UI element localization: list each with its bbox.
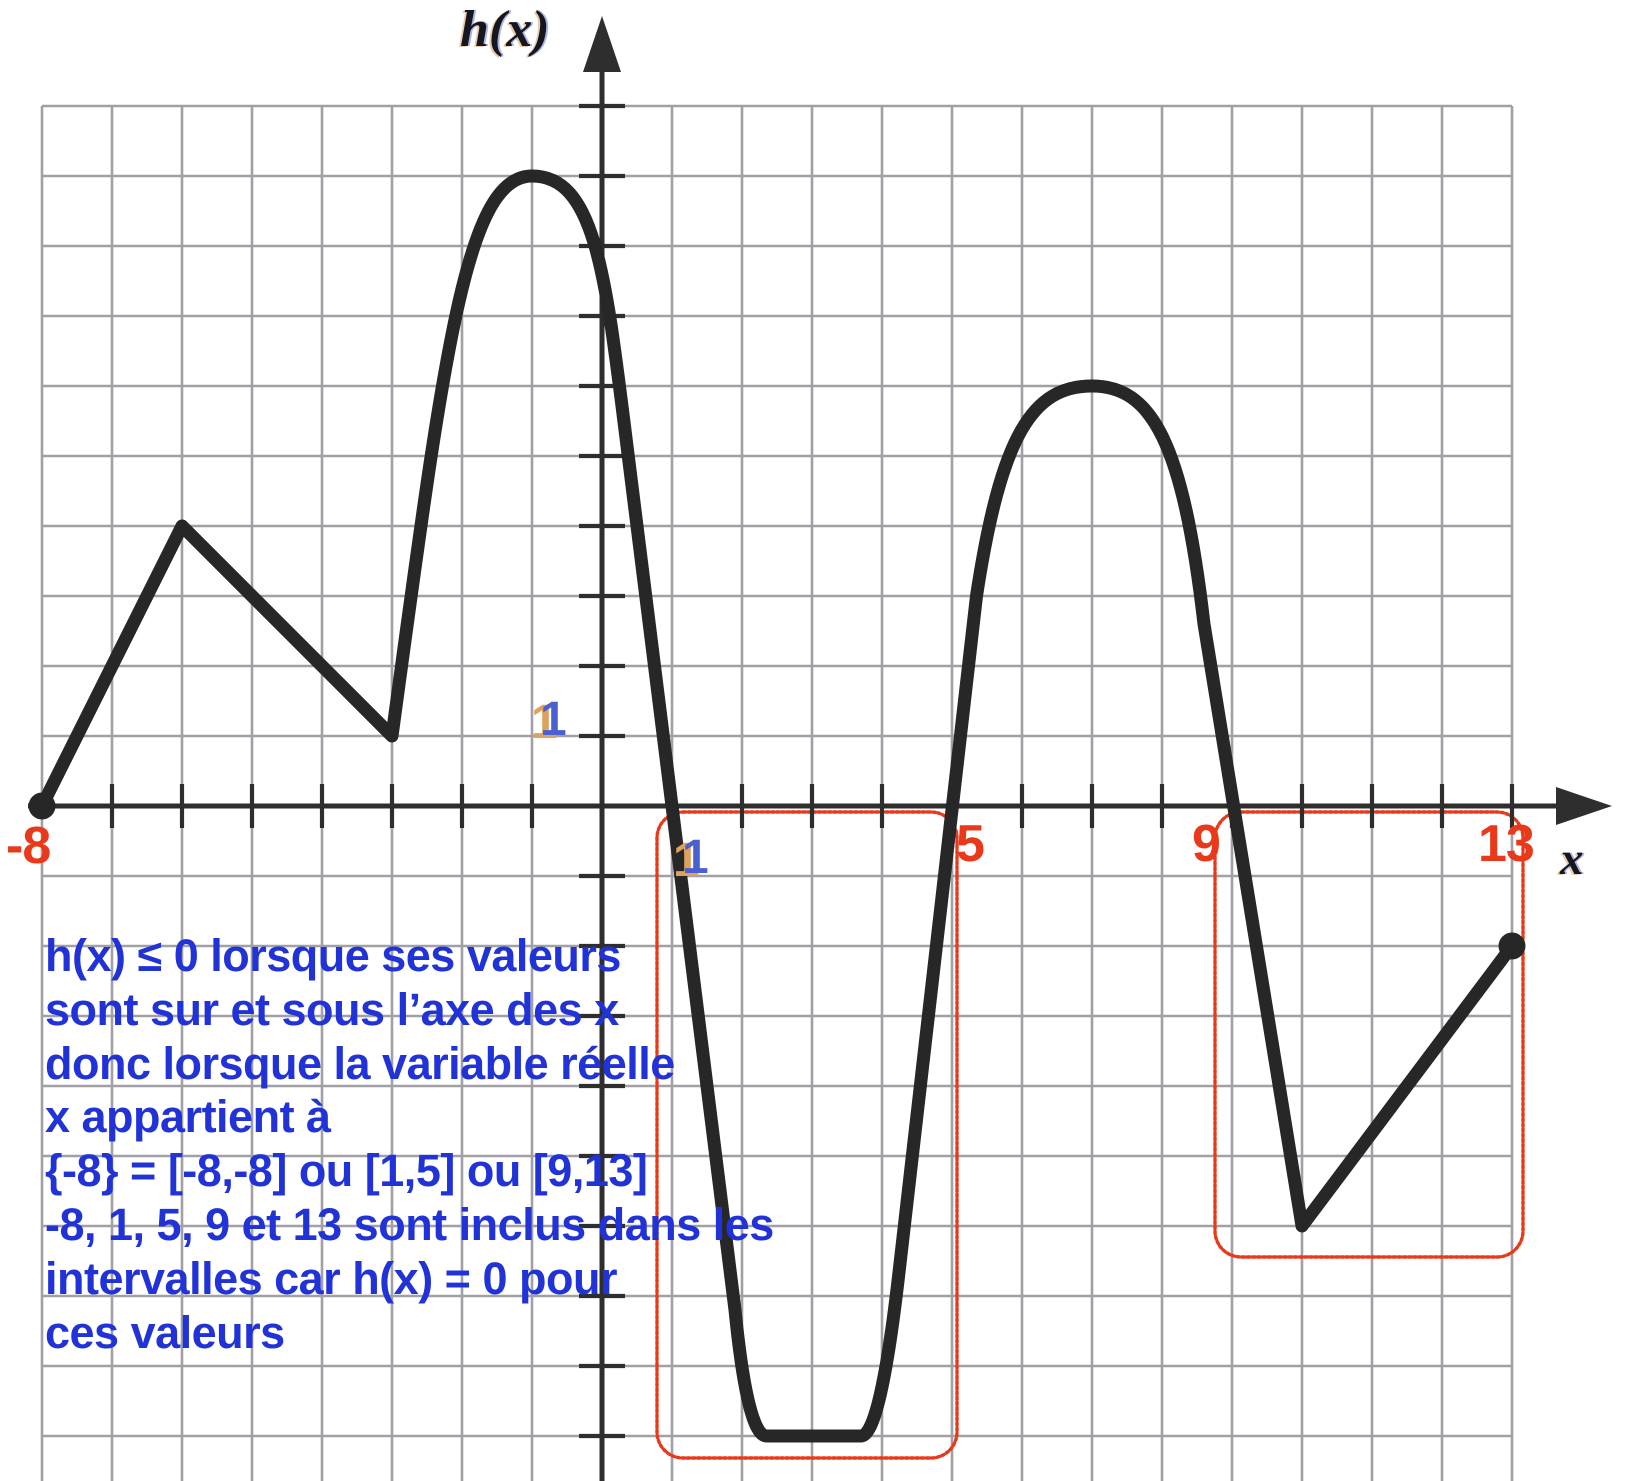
annotation-line: donc lorsque la variable réelle bbox=[45, 1037, 675, 1089]
interval-highlight-box bbox=[655, 810, 959, 1460]
annotation-line: ces valeurs bbox=[45, 1306, 285, 1358]
closed-endpoint-dot bbox=[28, 792, 56, 820]
closed-endpoint-dot bbox=[1498, 932, 1526, 960]
y-axis-arrowhead bbox=[583, 16, 621, 72]
annotation-line: {-8} = [-8,-8] ou [1,5] ou [9,13] bbox=[45, 1145, 648, 1197]
annotation-line: -8, 1, 5, 9 et 13 sont inclus dans les bbox=[45, 1198, 774, 1250]
unit-one-label: 1 bbox=[540, 693, 567, 746]
x-tick-number: 9 bbox=[1192, 815, 1221, 873]
annotation-line: intervalles car h(x) = 0 pour bbox=[45, 1252, 617, 1304]
unit-one-label: 1 bbox=[682, 831, 709, 884]
annotation-line: sont sur et sous l’axe des x bbox=[45, 983, 619, 1035]
annotation-line: x appartient à bbox=[45, 1091, 331, 1143]
annotation-text: h(x) ≤ 0 lorsque ses valeurs sont sur et… bbox=[45, 929, 774, 1359]
x-axis-title: x bbox=[1560, 833, 1584, 885]
y-axis-title: h(x) bbox=[460, 1, 550, 58]
x-tick-number: 13 bbox=[1478, 815, 1535, 873]
annotation-line: h(x) ≤ 0 lorsque ses valeurs bbox=[45, 930, 621, 981]
interval-highlight-box bbox=[1213, 810, 1525, 1259]
x-axis-arrowhead bbox=[1556, 787, 1612, 825]
x-tick-number: -8 bbox=[6, 817, 51, 875]
h-of-x-curve bbox=[35, 169, 1519, 1443]
x-tick-number: 5 bbox=[956, 815, 985, 873]
